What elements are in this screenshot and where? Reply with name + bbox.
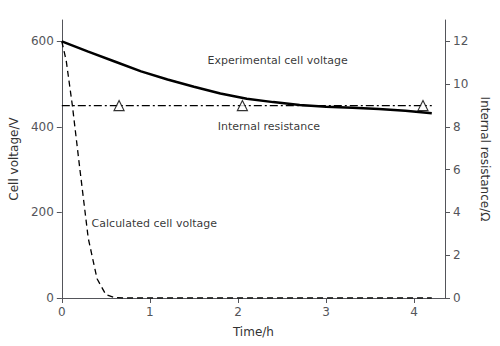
svg-text:Experimental cell voltage: Experimental cell voltage <box>207 54 348 67</box>
svg-text:400: 400 <box>31 120 54 134</box>
svg-text:Internal resistance/Ω: Internal resistance/Ω <box>478 97 492 222</box>
svg-text:12: 12 <box>453 34 468 48</box>
svg-text:4: 4 <box>453 205 461 219</box>
svg-text:0: 0 <box>46 291 54 305</box>
svg-text:1: 1 <box>146 305 154 319</box>
svg-text:200: 200 <box>31 205 54 219</box>
svg-text:0: 0 <box>58 305 66 319</box>
svg-text:8: 8 <box>453 120 461 134</box>
svg-text:4: 4 <box>410 305 418 319</box>
svg-text:0: 0 <box>453 291 461 305</box>
svg-text:Calculated cell voltage: Calculated cell voltage <box>92 217 218 230</box>
svg-text:10: 10 <box>453 77 468 91</box>
svg-text:Cell voltage/V: Cell voltage/V <box>7 117 21 201</box>
svg-text:Internal resistance: Internal resistance <box>218 120 321 133</box>
svg-text:3: 3 <box>322 305 330 319</box>
svg-text:600: 600 <box>31 34 54 48</box>
svg-text:Time/h: Time/h <box>232 325 274 339</box>
svg-text:2: 2 <box>234 305 242 319</box>
svg-text:6: 6 <box>453 163 461 177</box>
svg-text:2: 2 <box>453 248 461 262</box>
